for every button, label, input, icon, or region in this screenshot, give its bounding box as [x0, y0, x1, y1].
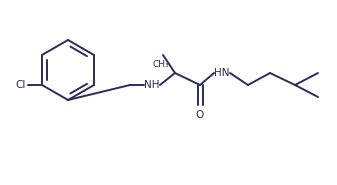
Text: O: O [196, 110, 204, 120]
Text: HN: HN [214, 68, 230, 78]
Text: CH₃: CH₃ [153, 60, 169, 69]
Text: Cl: Cl [16, 80, 26, 90]
Text: NH: NH [144, 80, 160, 90]
